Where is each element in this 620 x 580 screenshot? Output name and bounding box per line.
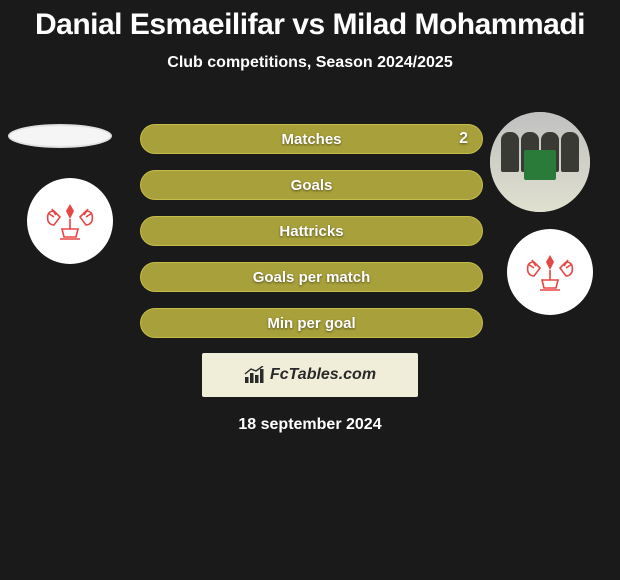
player-left-club-badge	[27, 178, 113, 264]
brand-logo: FcTables.com	[202, 353, 418, 397]
player-right-club-badge	[507, 229, 593, 315]
subtitle: Club competitions, Season 2024/2025	[0, 54, 620, 72]
stat-value-right: 2	[459, 130, 468, 148]
stat-min-per-goal: Min per goal	[140, 308, 483, 338]
trophy-icon	[520, 250, 580, 295]
stats-list: Matches 2 Goals Hattricks Goals per matc…	[140, 124, 483, 354]
brand-text: FcTables.com	[270, 366, 376, 384]
stat-goals: Goals	[140, 170, 483, 200]
stat-label: Goals	[291, 177, 333, 194]
stat-matches: Matches 2	[140, 124, 483, 154]
player-left-avatar-placeholder	[8, 124, 112, 148]
footer-date: 18 september 2024	[0, 416, 620, 434]
bar-chart-icon	[244, 366, 266, 384]
stat-label: Min per goal	[267, 315, 355, 332]
stat-goals-per-match: Goals per match	[140, 262, 483, 292]
stat-label: Matches	[281, 131, 341, 148]
trophy-icon	[40, 199, 100, 244]
page-title: Danial Esmaeilifar vs Milad Mohammadi	[0, 0, 620, 42]
stat-hattricks: Hattricks	[140, 216, 483, 246]
stat-label: Hattricks	[279, 223, 343, 240]
player-right-photo	[490, 112, 590, 212]
stat-label: Goals per match	[253, 269, 371, 286]
